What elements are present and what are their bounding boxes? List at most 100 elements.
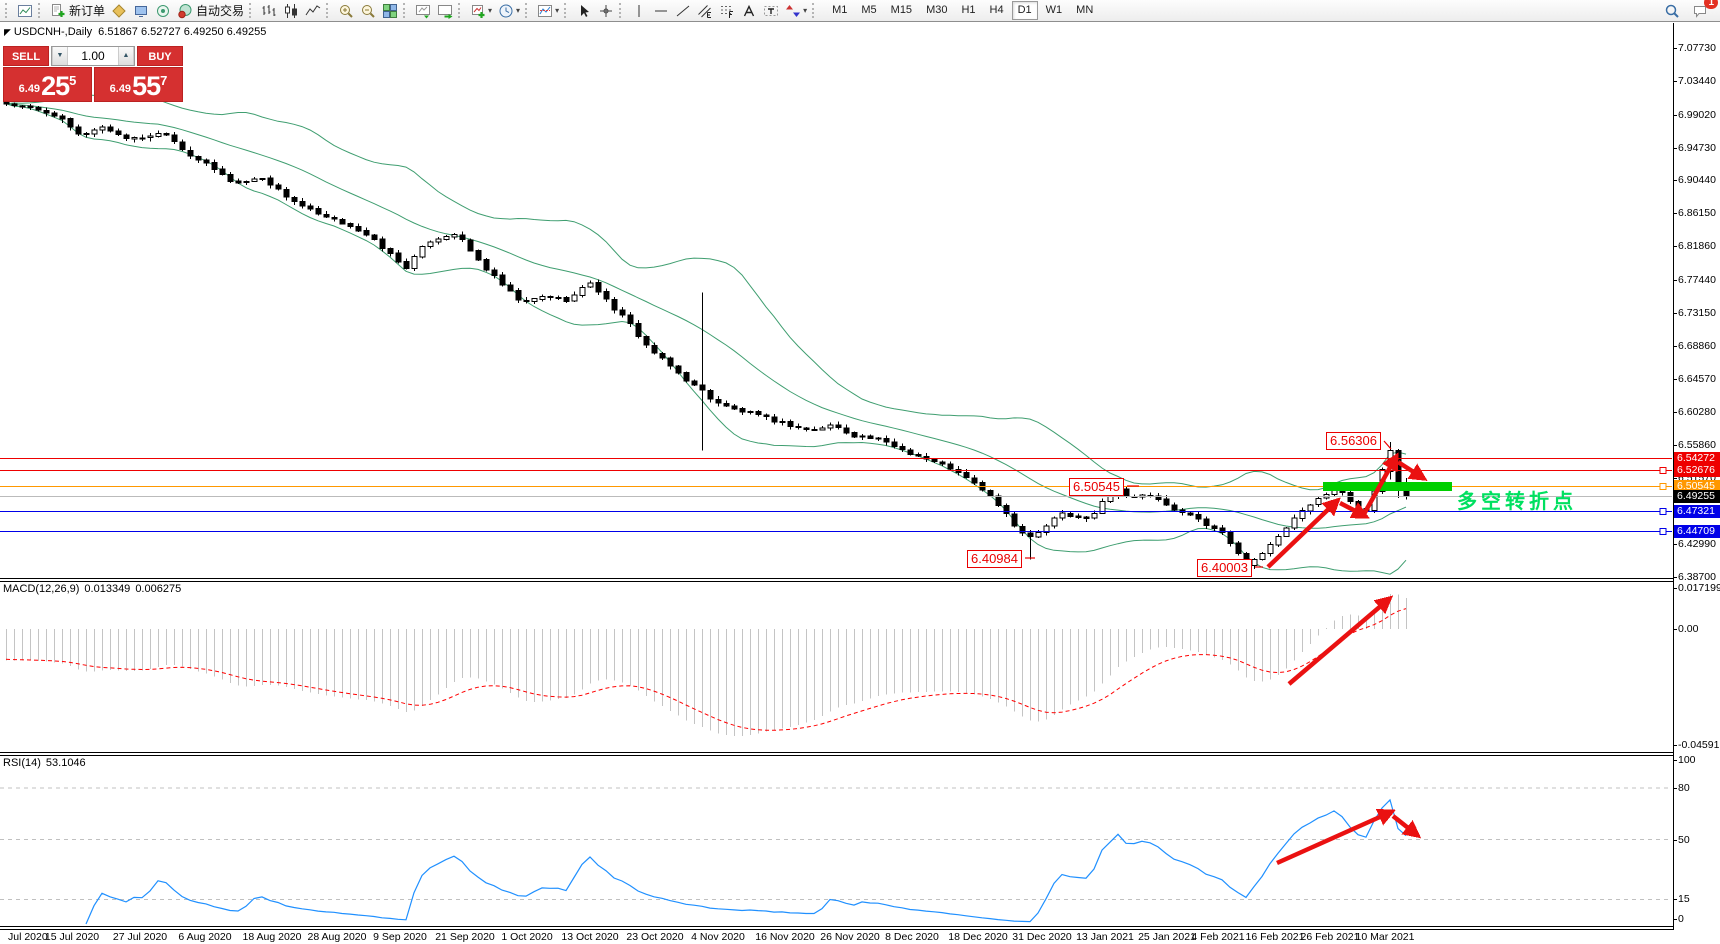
price-annotation-box[interactable]: 6.56306 <box>1326 432 1381 450</box>
date-label: 18 Aug 2020 <box>242 931 302 943</box>
toolbar-text-label-tool-button[interactable] <box>760 1 782 21</box>
price-line-chip-6.47321: 6.47321 <box>1674 505 1720 518</box>
macd-arrow[interactable] <box>1287 595 1394 686</box>
symbol-period-label: USDCNH-,Daily <box>13 26 93 38</box>
line-drag-handle[interactable] <box>1659 467 1667 474</box>
toolbar-zoom-in-button[interactable] <box>335 1 357 21</box>
toolbar-signals-button[interactable] <box>152 1 174 21</box>
buy-button[interactable]: BUY <box>137 46 183 66</box>
toolbar-indicators-menu-button[interactable]: ▾ <box>534 1 562 21</box>
timeframe-mn[interactable]: MN <box>1076 4 1094 16</box>
bollinger-upper-band[interactable] <box>5 94 1407 491</box>
toolbar-text-tool-button[interactable] <box>738 1 760 21</box>
toolbar-market-watch-button[interactable] <box>130 1 152 21</box>
toolbar-group-grip <box>38 3 44 18</box>
toolbar-auto-scroll-button[interactable] <box>412 1 434 21</box>
pivot-zone-rectangle[interactable] <box>1323 482 1452 491</box>
panel-collapse-icon[interactable]: ◤ <box>4 27 11 37</box>
trendline-icon <box>675 3 691 19</box>
candles-layer[interactable] <box>3 98 1410 569</box>
price-arrow[interactable] <box>1338 501 1370 519</box>
rsi-arrow[interactable] <box>1276 808 1396 866</box>
bollinger-lower-band[interactable] <box>5 103 1407 575</box>
toolbar-vertical-line-tool-button[interactable] <box>628 1 650 21</box>
price-annotation-box[interactable]: 6.40003 <box>1197 559 1252 577</box>
price-annotation-box[interactable]: 6.50545 <box>1069 478 1124 496</box>
price-lines <box>0 458 1672 535</box>
new-chart-icon <box>470 3 486 19</box>
toolbar-chart-shift-button[interactable] <box>434 1 456 21</box>
toolbar-tile-windows-button[interactable] <box>379 1 401 21</box>
toolbar-candlestick-mode-button[interactable] <box>280 1 302 21</box>
rsi-arrow[interactable] <box>1391 814 1422 839</box>
buy-price-base: 6.49 <box>109 83 132 95</box>
toolbar-horizontal-line-tool-button[interactable] <box>650 1 672 21</box>
toolbar-arrows-tool-button[interactable]: ▾ <box>782 1 810 21</box>
timeframe-m30[interactable]: M30 <box>926 4 948 16</box>
price-tick-label: 6.73150 <box>1678 307 1716 319</box>
toolbar-periods-menu-button[interactable]: ▾ <box>495 1 523 21</box>
date-label: 23 Oct 2020 <box>626 931 684 943</box>
timeframe-m5[interactable]: M5 <box>861 4 877 16</box>
timeframe-w1[interactable]: W1 <box>1045 4 1063 16</box>
price-annotation-box[interactable]: 6.40984 <box>967 550 1022 568</box>
toolbar-cursor-tool-button[interactable] <box>573 1 595 21</box>
buy-price-panel[interactable]: 6.49 55 7 <box>94 67 183 102</box>
toolbar-metaeditor-button[interactable] <box>108 1 130 21</box>
rsi-axis-label: 80 <box>1678 782 1690 794</box>
toolbar-group-grip <box>249 3 255 18</box>
toolbar-charts-list-button[interactable] <box>14 1 36 21</box>
timeframe-m1[interactable]: M1 <box>832 4 848 16</box>
date-label: 28 Aug 2020 <box>307 931 367 943</box>
rsi-panel[interactable] <box>0 787 1672 925</box>
volume-increase-button[interactable]: ▲ <box>118 47 134 65</box>
indicators-icon <box>537 3 553 19</box>
price-arrow[interactable] <box>1362 452 1399 516</box>
toolbar-line-chart-mode-button[interactable] <box>302 1 324 21</box>
price-tick-label: 7.07730 <box>1678 42 1716 54</box>
toolbar-bar-chart-mode-button[interactable] <box>258 1 280 21</box>
date-label: 9 Sep 2020 <box>373 931 427 943</box>
toolbar-crosshair-tool-button[interactable] <box>595 1 617 21</box>
toolbar-notifications-button[interactable]: 1 <box>1689 0 1718 21</box>
toolbar-group <box>14 1 36 21</box>
date-label: 1 Oct 2020 <box>501 931 553 943</box>
toolbar-new-order-button[interactable]: 新订单 <box>47 1 108 21</box>
toolbar-right-cluster: 1 <box>1661 0 1718 21</box>
toolbar-equidistant-channel-tool-button[interactable] <box>694 1 716 21</box>
current-price-chip: 6.49255 <box>1674 490 1720 503</box>
price-tick-label: 6.90440 <box>1678 174 1716 186</box>
chevron-down-icon: ▾ <box>803 6 808 15</box>
timeframe-h4[interactable]: H4 <box>989 4 1004 16</box>
sell-button[interactable]: SELL <box>3 46 49 66</box>
sell-price-panel[interactable]: 6.49 25 5 <box>3 67 92 102</box>
toolbar-search-button[interactable] <box>1661 1 1683 21</box>
toolbar-group-grip <box>5 3 11 18</box>
line-drag-handle[interactable] <box>1659 483 1667 490</box>
pivot-point-text[interactable]: 多空转折点 <box>1457 491 1577 513</box>
window-chart-icon <box>17 3 33 19</box>
price-arrow[interactable] <box>1396 460 1428 481</box>
toolbar-zoom-out-button[interactable] <box>357 1 379 21</box>
macd-panel[interactable] <box>5 593 1407 736</box>
toolbar-new-chart-button[interactable]: ▾ <box>467 1 495 21</box>
timeframe-d1[interactable]: D1 <box>1011 1 1038 20</box>
line-drag-handle[interactable] <box>1659 528 1667 535</box>
toolbar-fibonacci-tool-button[interactable] <box>716 1 738 21</box>
autotrading-label: 自动交易 <box>196 4 245 18</box>
toolbar-autotrading-button[interactable]: 自动交易 <box>174 1 247 21</box>
price-arrow[interactable] <box>1266 497 1341 569</box>
timeframe-m15[interactable]: M15 <box>890 4 913 16</box>
green-signal-icon <box>155 3 171 19</box>
bollinger-middle-band[interactable] <box>5 103 1407 529</box>
chart-autoscroll-icon <box>415 3 431 19</box>
volume-decrease-button[interactable]: ▼ <box>52 47 68 65</box>
timeframe-h1[interactable]: H1 <box>961 4 976 16</box>
arrows-tool-icon <box>785 3 801 19</box>
toolbar-trendline-tool-button[interactable] <box>672 1 694 21</box>
volume-input[interactable]: 1.00 <box>81 49 105 63</box>
buy-price-big: 55 <box>132 71 161 101</box>
line-drag-handle[interactable] <box>1659 508 1667 515</box>
